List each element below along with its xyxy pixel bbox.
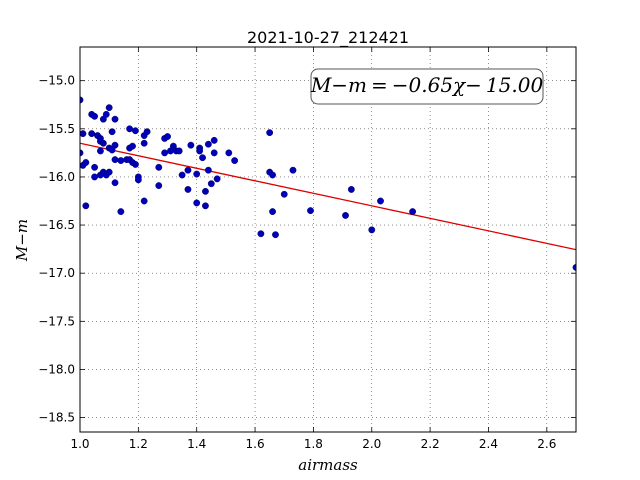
data-point xyxy=(88,130,96,138)
annotation-box xyxy=(310,68,544,105)
data-point xyxy=(111,141,119,149)
y-axis-label: M−m xyxy=(13,219,31,262)
x-tick-label: 1.0 xyxy=(70,437,89,451)
data-point xyxy=(204,140,212,148)
data-point xyxy=(196,147,204,155)
data-point xyxy=(111,156,119,164)
data-point xyxy=(155,163,163,171)
data-point xyxy=(155,182,163,190)
x-axis-label: airmass xyxy=(298,456,358,474)
data-point xyxy=(134,176,142,184)
data-point xyxy=(377,197,384,205)
data-point xyxy=(368,226,376,234)
x-tick-label: 1.8 xyxy=(304,437,323,451)
x-tick-label: 1.2 xyxy=(129,437,148,451)
data-point xyxy=(140,197,148,205)
y-tick-label: −15.5 xyxy=(38,122,75,136)
data-point xyxy=(307,207,314,215)
data-point xyxy=(117,208,125,215)
data-point xyxy=(210,136,218,144)
data-point xyxy=(102,110,110,118)
x-tick-label: 2.0 xyxy=(362,437,381,451)
data-point xyxy=(204,166,212,174)
axes-frame xyxy=(79,46,577,433)
data-point xyxy=(178,171,186,179)
data-point xyxy=(257,230,265,238)
data-point xyxy=(99,139,107,147)
data-point xyxy=(269,208,276,215)
data-point xyxy=(82,159,90,166)
data-point xyxy=(97,147,104,155)
data-point xyxy=(161,149,169,157)
y-tick-label: −16.5 xyxy=(38,218,75,232)
data-point xyxy=(164,133,171,140)
y-tick-label: −18.5 xyxy=(38,411,75,425)
data-point xyxy=(117,157,125,164)
data-point xyxy=(91,173,98,181)
data-point xyxy=(91,163,98,171)
data-point xyxy=(207,180,215,188)
data-point xyxy=(231,157,239,164)
data-point xyxy=(202,187,209,195)
data-point xyxy=(91,112,98,120)
data-point xyxy=(409,208,417,215)
y-tick-label: −16.0 xyxy=(38,170,75,184)
data-point xyxy=(347,186,355,193)
data-point xyxy=(210,149,218,157)
data-point xyxy=(184,186,192,193)
data-point xyxy=(80,130,87,138)
x-tick-label: 1.4 xyxy=(187,437,206,451)
x-tick-label: 1.6 xyxy=(246,437,265,451)
x-tick-label: 2.4 xyxy=(479,437,498,451)
data-point xyxy=(193,199,201,207)
data-point xyxy=(184,166,192,174)
data-point xyxy=(143,128,151,136)
data-point xyxy=(272,231,279,239)
data-point xyxy=(175,147,183,155)
data-point xyxy=(213,175,221,183)
data-point xyxy=(225,149,233,157)
data-point xyxy=(105,104,113,112)
data-point xyxy=(140,139,148,147)
data-point xyxy=(187,141,195,149)
fit-line xyxy=(80,142,576,251)
data-point xyxy=(266,129,274,137)
x-tick-label: 2.6 xyxy=(537,437,556,451)
data-point xyxy=(193,170,201,178)
data-point xyxy=(126,125,134,133)
data-point xyxy=(199,154,206,162)
data-point xyxy=(280,190,288,198)
data-point xyxy=(289,166,297,174)
data-point xyxy=(111,115,119,123)
data-point xyxy=(111,179,119,187)
y-tick-label: −17.5 xyxy=(38,314,75,328)
plot-area: 1.0 1.2 1.4 1.6 1.8 2.0 2.2 2.4 2.6 −15.0 −15.5 −16… xyxy=(38,46,577,451)
data-point xyxy=(82,202,90,210)
x-tick-label: 2.2 xyxy=(421,437,440,451)
data-point xyxy=(129,142,136,150)
fit-equation-annotation: M−m = −0.65χ− 15.00 xyxy=(310,73,544,97)
y-tick-label: −18.0 xyxy=(38,362,75,376)
data-point xyxy=(269,171,276,179)
data-point xyxy=(202,202,209,210)
y-tick-label: −15.0 xyxy=(38,74,75,88)
data-point xyxy=(132,161,139,168)
y-tick-label: −17.0 xyxy=(38,266,75,280)
chart-title: 2021-10-27_212421 xyxy=(247,28,409,48)
data-point xyxy=(105,168,113,176)
data-point xyxy=(342,212,349,219)
data-point xyxy=(132,127,139,135)
data-point xyxy=(108,128,116,136)
